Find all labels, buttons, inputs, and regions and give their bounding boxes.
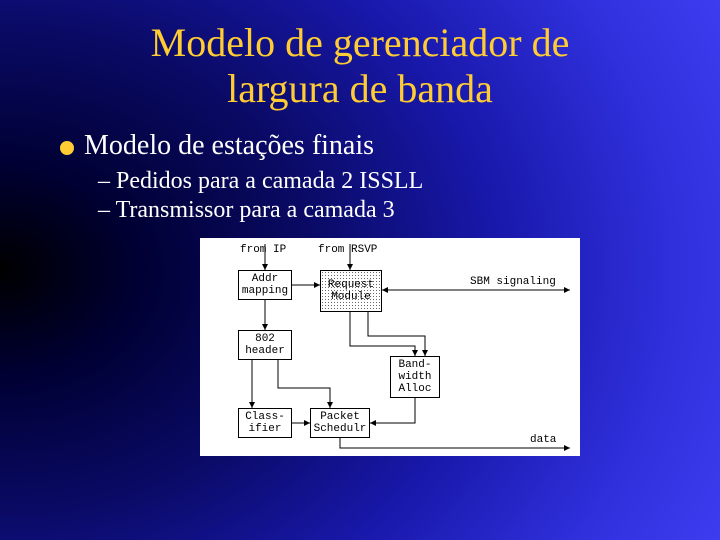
bullet-dot-icon [60, 141, 74, 155]
node-clas: Class-ifier [238, 408, 292, 438]
bullet-l1-text: Modelo de estações finais [84, 130, 374, 162]
edge-bw-sched [370, 398, 415, 423]
edge-req-bw2 [368, 312, 425, 356]
label-data: data [530, 434, 556, 446]
bullet-level2-b: – Transmissor para a camada 3 [60, 197, 720, 224]
node-hdr: 802header [238, 330, 292, 360]
node-sched: PacketSchedulr [310, 408, 370, 438]
flowchart-diagram: from IP from RSVP SBM signaling data Add… [200, 238, 580, 456]
title-line2: largura de banda [227, 66, 493, 111]
bullet-l2a-text: Pedidos para a camada 2 ISSLL [116, 168, 423, 194]
edge-req-bw1 [350, 312, 415, 356]
bullet-l2b-text: Transmissor para a camada 3 [116, 197, 395, 223]
node-req: RequestModule [320, 270, 382, 312]
diagram-container: from IP from RSVP SBM signaling data Add… [60, 238, 720, 456]
title-line1: Modelo de gerenciador de [151, 20, 570, 65]
label-from-rsvp: from RSVP [318, 244, 377, 256]
slide-title: Modelo de gerenciador de largura de band… [0, 0, 720, 112]
bullet-level1: Modelo de estações finais [60, 130, 720, 162]
label-sbm: SBM signaling [470, 276, 556, 288]
node-addr: Addrmapping [238, 270, 292, 300]
edge-hdr-sched [278, 360, 330, 408]
node-bw: Band-widthAlloc [390, 356, 440, 398]
bullet-level2-a: – Pedidos para a camada 2 ISSLL [60, 168, 720, 195]
label-from-ip: from IP [240, 244, 286, 256]
content-area: Modelo de estações finais – Pedidos para… [0, 112, 720, 456]
